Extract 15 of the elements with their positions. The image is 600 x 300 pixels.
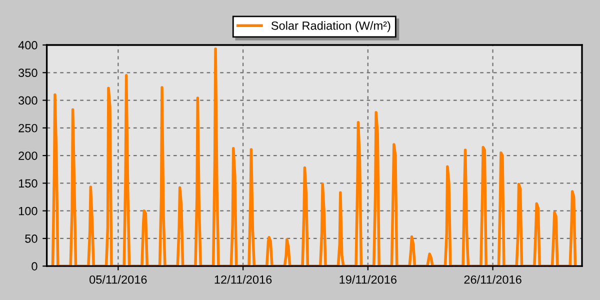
y-tick-label: 200: [18, 152, 38, 160]
y-tick-label: 0: [32, 262, 38, 270]
y-tick-label: 250: [18, 124, 38, 132]
legend-label: Solar Radiation (W/m²): [271, 21, 390, 32]
y-tick-label: 150: [18, 179, 38, 188]
line-series: [51, 47, 577, 266]
y-tick-label: 300: [18, 96, 38, 105]
y-tick-label: 350: [18, 68, 38, 78]
x-tick-label: 26/11/2016: [464, 275, 522, 284]
y-tick-label: 400: [18, 41, 38, 50]
x-tick-label: 19/11/2016: [340, 275, 397, 284]
x-tick-label: 05/11/2016: [90, 275, 147, 284]
y-tick-label: 100: [18, 206, 38, 216]
y-tick-label: 50: [25, 234, 38, 243]
x-tick-label: 12/11/2016: [214, 275, 272, 284]
